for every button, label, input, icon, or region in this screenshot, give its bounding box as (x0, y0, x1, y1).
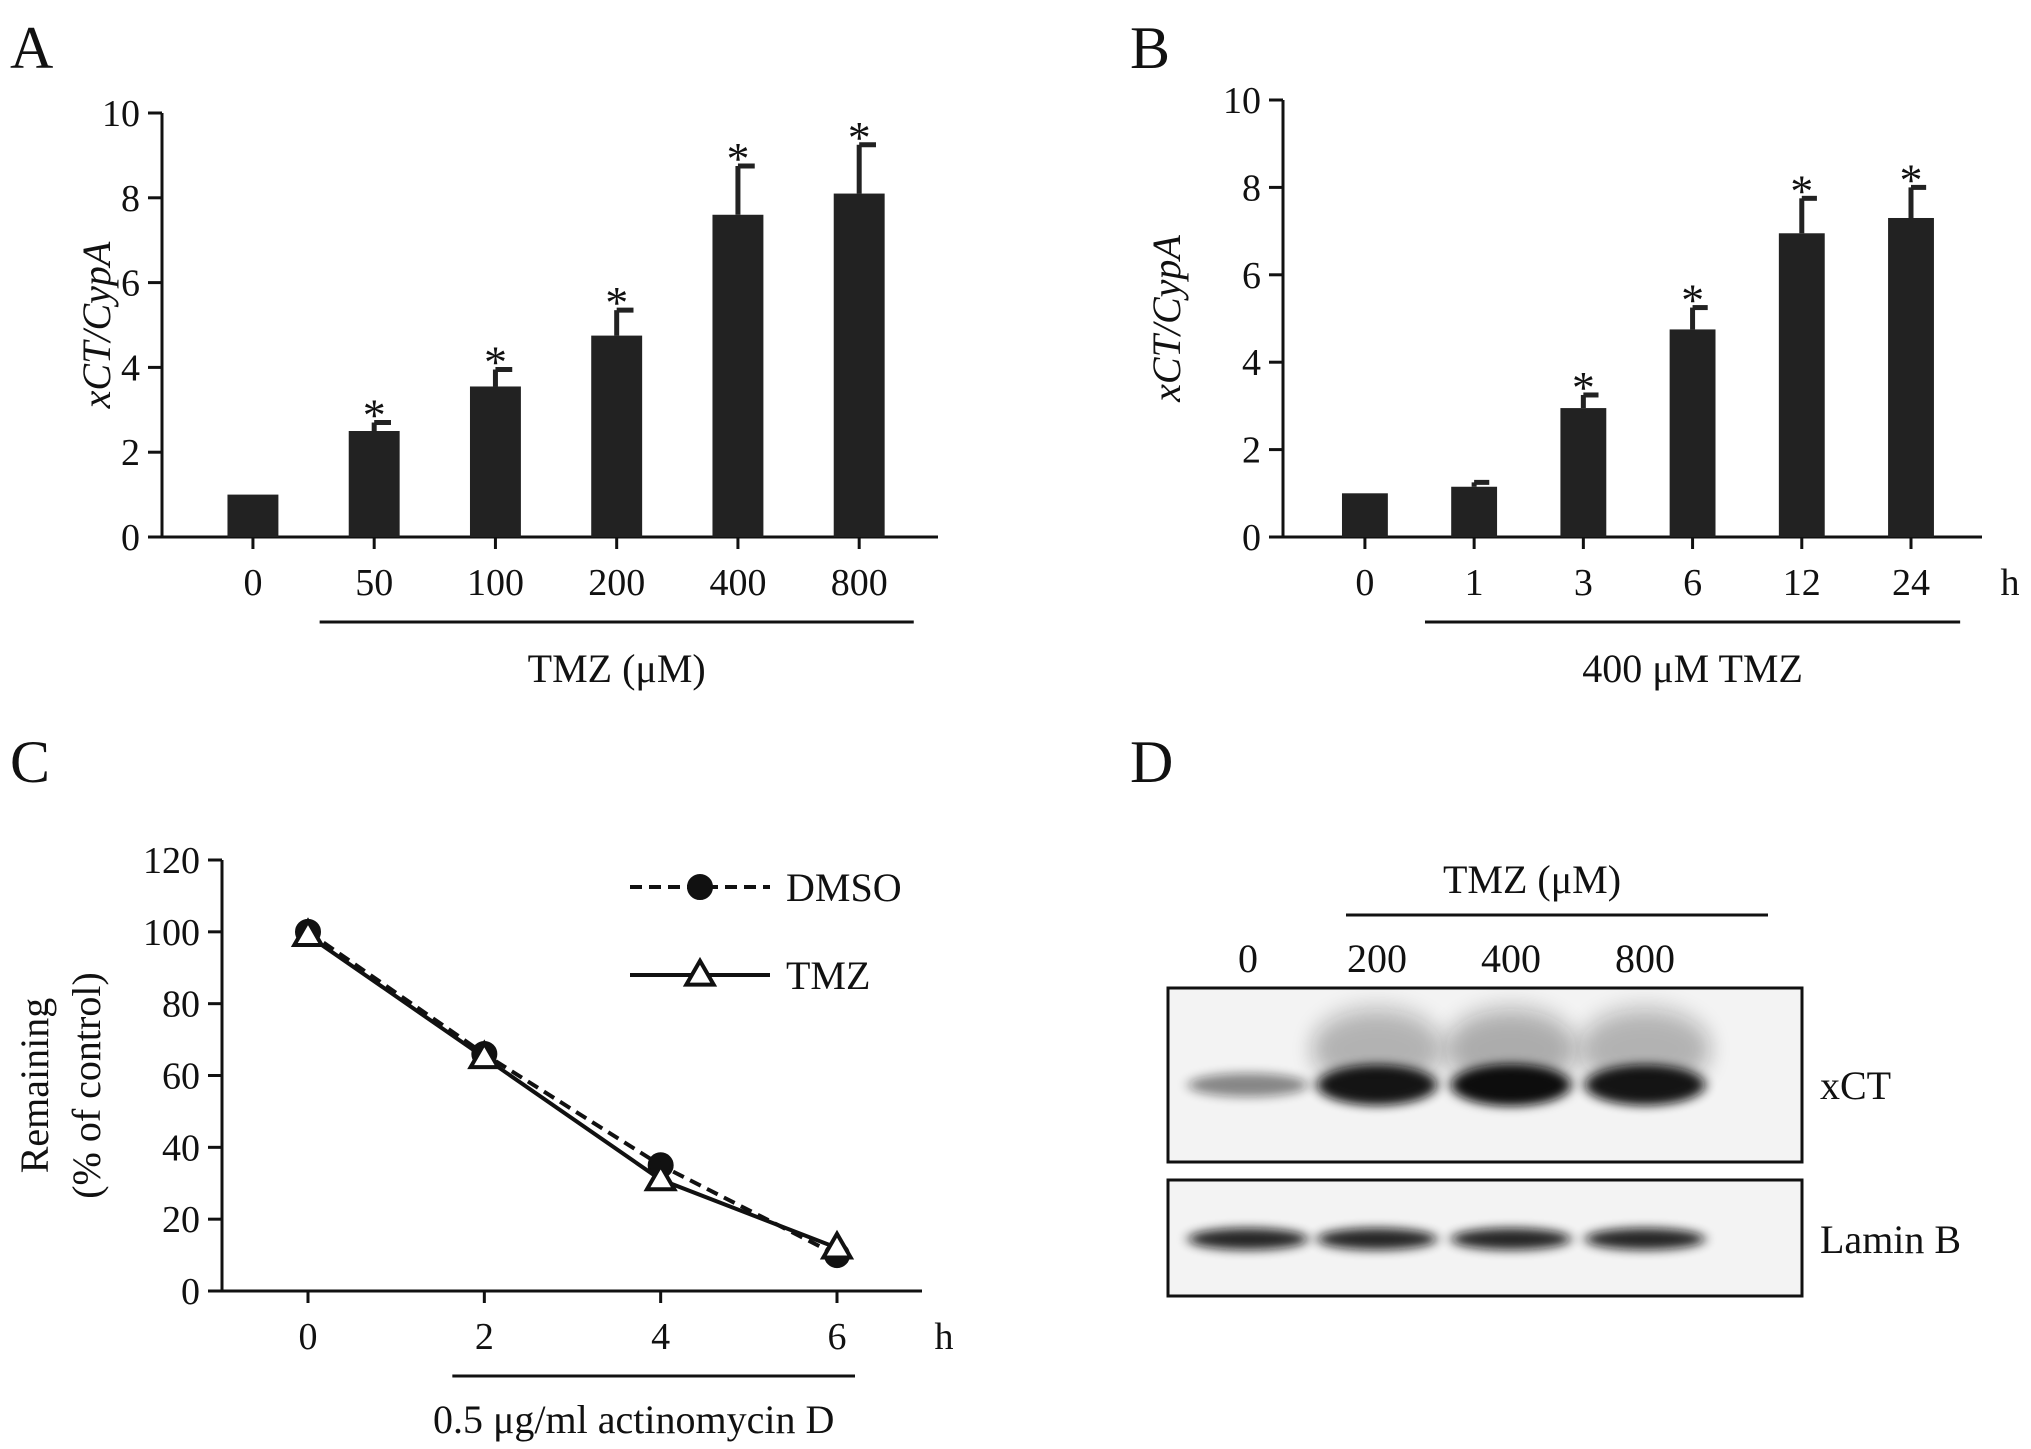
protein-band (1317, 1064, 1437, 1106)
series-line-dmso (306, 930, 838, 1257)
y-tick-label: 6 (1242, 255, 1261, 297)
x-tick-label: 12 (1783, 562, 1821, 604)
panel-d-western-blot: 0 200 400 800 TMZ (μM) xCT Lamin B (1166, 857, 1961, 1298)
lane-label: 200 (1347, 936, 1407, 981)
x-group-label: 400 μM TMZ (1582, 646, 1803, 691)
x-tick-label: 4 (651, 1316, 670, 1358)
significance-star: * (726, 133, 749, 184)
protein-band (1451, 1228, 1571, 1250)
y-tick-label: 120 (143, 840, 200, 882)
x-tick-label: 200 (588, 562, 645, 604)
series-line-tmz (306, 933, 838, 1250)
y-axis-label: Remaining (12, 998, 57, 1174)
y-tick-label: 4 (121, 347, 140, 389)
y-axis-label: xCT/CypA (1144, 235, 1189, 403)
x-tick-label: 6 (828, 1316, 847, 1358)
significance-star: * (484, 337, 507, 388)
bar (348, 431, 400, 537)
y-axis-label-secondary: (% of control) (64, 972, 109, 1199)
x-unit-label: h (935, 1316, 954, 1358)
protein-band (1188, 1073, 1308, 1097)
y-tick-label: 0 (1242, 517, 1261, 559)
x-tick-label: 400 (709, 562, 766, 604)
significance-star: * (1681, 275, 1704, 326)
y-tick-label: 2 (1242, 430, 1261, 472)
lane-label: 400 (1481, 936, 1541, 981)
bar (1669, 329, 1716, 537)
y-tick-label: 0 (121, 517, 140, 559)
data-point-tmz (682, 956, 718, 987)
x-tick-label: 3 (1574, 562, 1593, 604)
bar (227, 494, 279, 537)
panel-letter-a: A (10, 15, 53, 81)
data-point-tmz (467, 1039, 502, 1070)
x-tick-label: 2 (475, 1316, 494, 1358)
bar (1341, 493, 1388, 537)
x-tick-label: 6 (1683, 562, 1702, 604)
significance-star: * (1790, 165, 1813, 216)
band-label: Lamin B (1820, 1217, 1961, 1262)
significance-star: * (848, 112, 871, 163)
significance-star: * (605, 277, 628, 328)
protein-band (1188, 1228, 1308, 1250)
x-tick-label: 0 (243, 562, 262, 604)
x-group-label: TMZ (μM) (528, 646, 706, 691)
bar (1451, 486, 1498, 537)
protein-band (1451, 1064, 1571, 1106)
significance-star: * (1572, 362, 1595, 413)
y-tick-label: 60 (162, 1056, 200, 1098)
panel-letter-b: B (1130, 15, 1170, 81)
y-tick-label: 0 (181, 1271, 200, 1313)
significance-star: * (1900, 154, 1923, 205)
x-tick-label: 800 (831, 562, 888, 604)
panel-letter-d: D (1130, 729, 1173, 795)
y-tick-label: 80 (162, 984, 200, 1026)
y-tick-label: 8 (121, 178, 140, 220)
bar (591, 335, 643, 537)
lane-label: 0 (1238, 936, 1258, 981)
data-point-tmz (290, 917, 326, 948)
bar (1888, 217, 1934, 538)
y-tick-label: 40 (162, 1127, 200, 1169)
bar (1560, 408, 1607, 537)
blot-group-label: TMZ (μM) (1443, 857, 1621, 902)
x-tick-label: 100 (467, 562, 524, 604)
y-tick-label: 100 (143, 912, 200, 954)
x-tick-label: 0 (299, 1316, 318, 1358)
legend-label-dmso: DMSO (786, 865, 902, 910)
x-tick-label: 1 (1465, 562, 1484, 604)
bar (712, 214, 764, 537)
x-tick-label: 24 (1892, 562, 1930, 604)
x-unit-label: h (2001, 562, 2020, 604)
y-tick-label: 4 (1242, 342, 1261, 384)
data-point-dmso (687, 874, 713, 900)
data-point-tmz (643, 1161, 678, 1192)
lane-label: 800 (1615, 936, 1675, 981)
y-tick-label: 10 (1223, 80, 1261, 122)
y-tick-label: 10 (102, 93, 140, 135)
legend-label-tmz: TMZ (786, 953, 870, 998)
y-tick-label: 20 (162, 1199, 200, 1241)
protein-band (1585, 1228, 1705, 1250)
panel-letter-c: C (10, 729, 50, 795)
y-axis-label: xCT/CypA (74, 241, 119, 409)
significance-star: * (363, 390, 386, 441)
band-label: xCT (1820, 1063, 1891, 1108)
x-group-label: 0.5 μg/ml actinomycin D (433, 1397, 834, 1442)
y-tick-label: 8 (1242, 167, 1261, 209)
panel-c-line-chart: 0 20 40 60 80 100 120 0 2 4 6 h 0.5 μg/ml actinomyci… (12, 840, 954, 1442)
data-point-tmz (819, 1229, 855, 1260)
y-tick-label: 6 (121, 263, 140, 305)
protein-band (1585, 1064, 1705, 1106)
bar (833, 193, 885, 537)
bar (1778, 233, 1825, 537)
x-tick-label: 50 (355, 562, 393, 604)
x-tick-label: 0 (1355, 562, 1374, 604)
y-tick-label: 2 (121, 432, 140, 474)
bar (469, 386, 521, 537)
protein-band (1317, 1228, 1437, 1250)
